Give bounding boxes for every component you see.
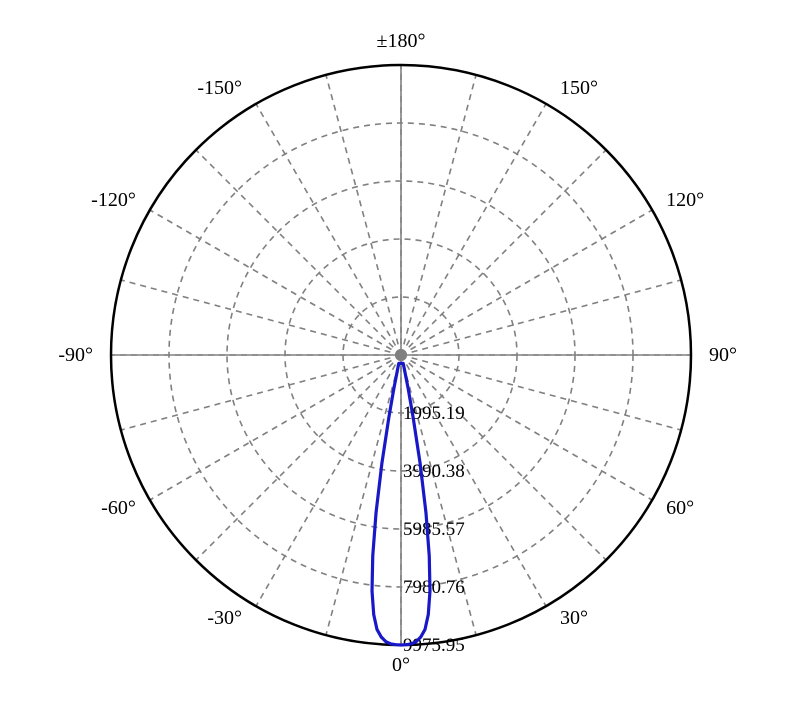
angle-tick-label: 30°: [560, 607, 588, 629]
angle-tick-label: 150°: [560, 77, 598, 99]
angle-tick-label: ±180°: [377, 30, 426, 52]
polar-chart-svg: 1995.193990.385985.577980.769975.95±180°…: [0, 0, 803, 710]
angle-tick-label: -30°: [207, 607, 242, 629]
angle-tick-label: 90°: [709, 344, 737, 366]
angle-tick-label: 120°: [666, 189, 704, 211]
radial-tick-label: 7980.76: [403, 577, 465, 598]
angle-tick-label: -120°: [91, 189, 136, 211]
polar-chart: 1995.193990.385985.577980.769975.95±180°…: [0, 0, 803, 710]
angle-tick-label: 0°: [392, 654, 410, 676]
angle-tick-label: 60°: [666, 497, 694, 519]
radial-tick-label: 5985.57: [403, 519, 465, 540]
angle-tick-label: -90°: [58, 344, 93, 366]
radial-tick-label: 9975.95: [403, 635, 465, 656]
angle-tick-label: -60°: [101, 497, 136, 519]
radial-tick-label: 3990.38: [403, 461, 465, 482]
angle-tick-label: -150°: [197, 77, 242, 99]
